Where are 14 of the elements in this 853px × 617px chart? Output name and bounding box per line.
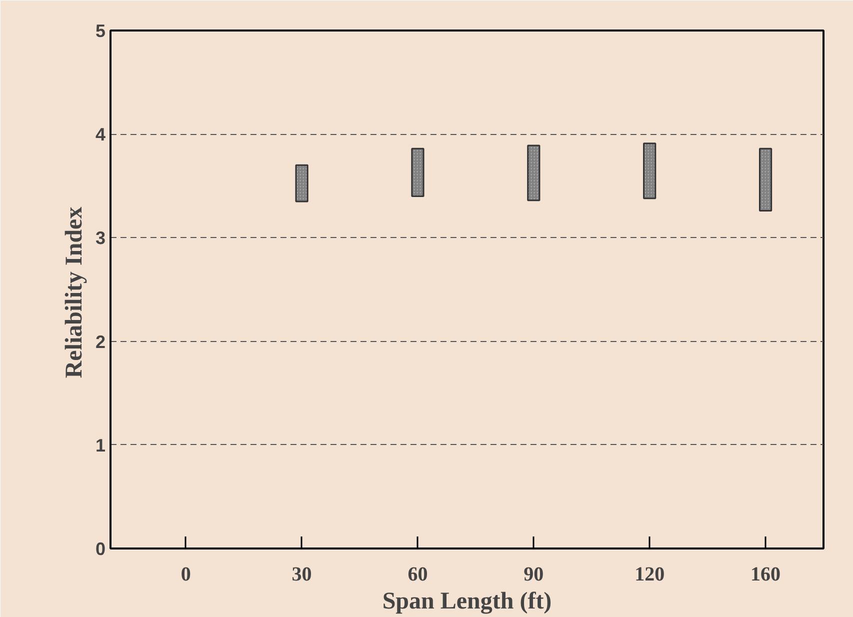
- y-tick-label: 2: [95, 332, 106, 352]
- x-tick-label: 90: [524, 564, 544, 586]
- x-tick-label: 160: [750, 564, 781, 586]
- x-tick-label: 30: [292, 564, 312, 586]
- x-tick-label: 60: [408, 564, 428, 586]
- y-tick-label: 1: [95, 435, 106, 456]
- y-tick-label: 0: [95, 539, 106, 559]
- x-axis-title: Span Length (ft): [382, 588, 552, 614]
- y-axis-title: Reliability Index: [61, 206, 88, 378]
- y-tick-label: 4: [95, 124, 106, 145]
- y-tick-label: 5: [95, 21, 106, 41]
- x-tick-label: 0: [180, 564, 191, 586]
- y-tick-label: 3: [95, 228, 106, 248]
- x-tick-label: 120: [634, 564, 665, 586]
